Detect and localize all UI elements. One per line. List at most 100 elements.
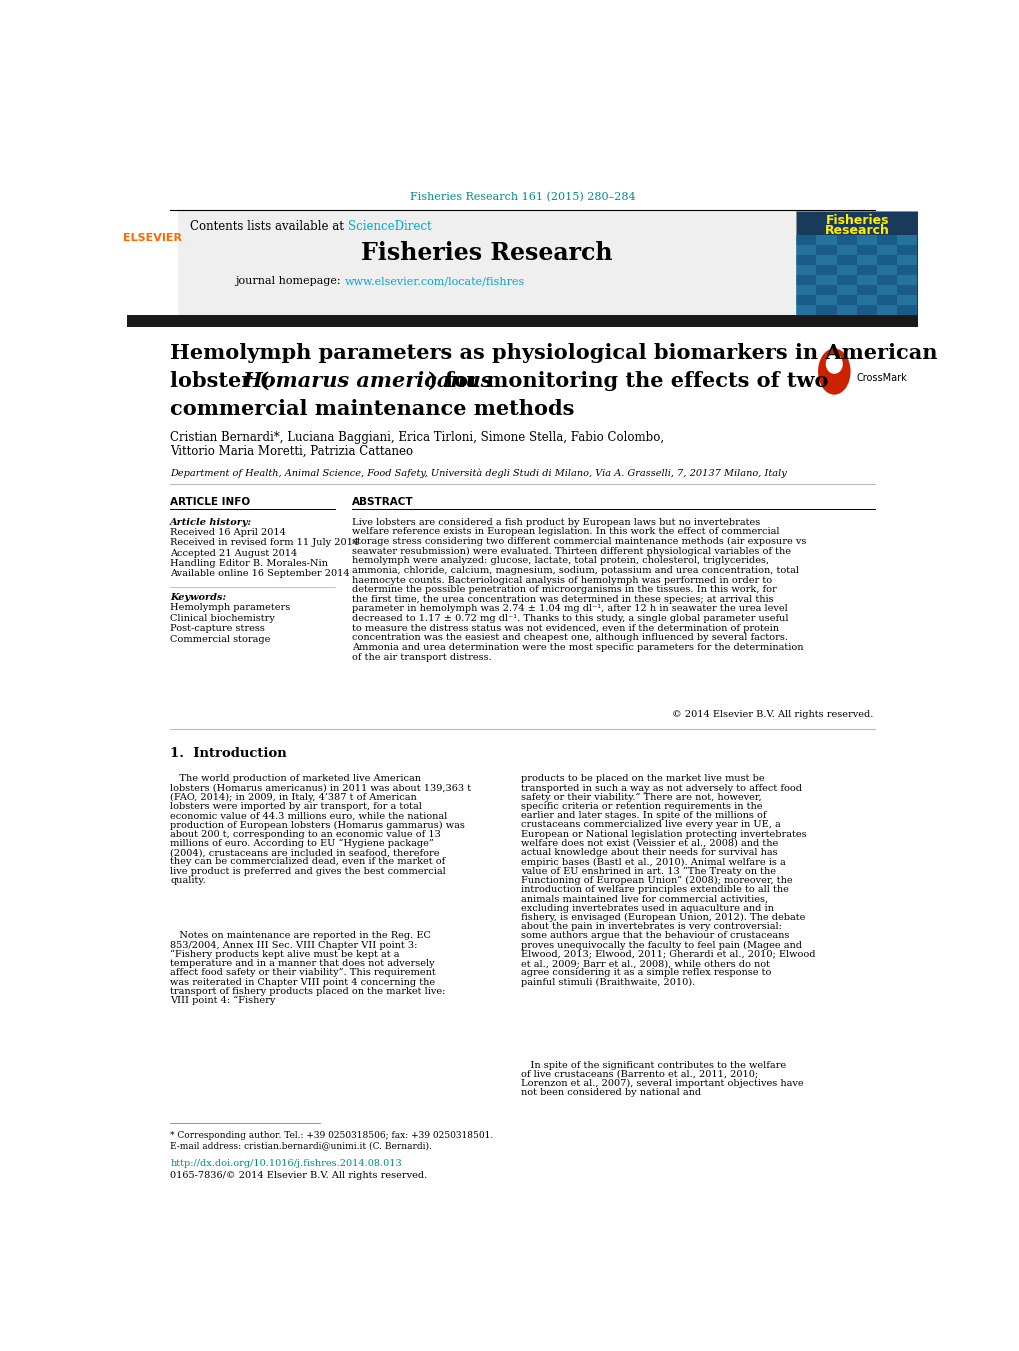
Bar — [836, 276, 856, 285]
Text: value of EU enshrined in art. 13 “The Treaty on the: value of EU enshrined in art. 13 “The Tr… — [521, 867, 775, 875]
Bar — [177, 211, 796, 315]
Text: Accepted 21 August 2014: Accepted 21 August 2014 — [170, 549, 298, 558]
Text: * Corresponding author. Tel.: +39 0250318506; fax: +39 0250318501.: * Corresponding author. Tel.: +39 025031… — [170, 1131, 493, 1140]
Text: Article history:: Article history: — [170, 517, 252, 527]
Bar — [836, 265, 856, 276]
Bar — [815, 246, 836, 255]
Bar — [876, 235, 896, 246]
Text: production of European lobsters (Homarus gammarus) was: production of European lobsters (Homarus… — [170, 820, 465, 830]
Text: temperature and in a manner that does not adversely: temperature and in a manner that does no… — [170, 959, 434, 969]
Text: seawater resubmission) were evaluated. Thirteen different physiological variable: seawater resubmission) were evaluated. T… — [352, 547, 791, 555]
Text: Keywords:: Keywords: — [170, 593, 226, 603]
Bar — [876, 276, 896, 285]
Bar — [815, 285, 836, 296]
Bar — [796, 246, 815, 255]
Text: haemocyte counts. Bacteriological analysis of hemolymph was performed in order t: haemocyte counts. Bacteriological analys… — [352, 576, 771, 585]
Text: ammonia, chloride, calcium, magnesium, sodium, potassium and urea concentration,: ammonia, chloride, calcium, magnesium, s… — [352, 566, 799, 576]
Bar — [796, 255, 815, 265]
Text: ) for monitoring the effects of two: ) for monitoring the effects of two — [428, 370, 827, 390]
Bar — [836, 305, 856, 315]
Text: 853/2004, Annex III Sec. VIII Chapter VII point 3:: 853/2004, Annex III Sec. VIII Chapter VI… — [170, 940, 417, 950]
Bar — [836, 255, 856, 265]
Bar — [815, 235, 836, 246]
Text: (FAO, 2014); in 2009, in Italy, 4’387 t of American: (FAO, 2014); in 2009, in Italy, 4’387 t … — [170, 793, 417, 802]
Text: excluding invertebrates used in aquaculture and in: excluding invertebrates used in aquacult… — [521, 904, 773, 913]
Text: lobsters were imported by air transport, for a total: lobsters were imported by air transport,… — [170, 802, 422, 811]
Text: some authors argue that the behaviour of crustaceans: some authors argue that the behaviour of… — [521, 931, 789, 940]
Text: Elwood, 2013; Elwood, 2011; Gherardi et al., 2010; Elwood: Elwood, 2013; Elwood, 2011; Gherardi et … — [521, 950, 815, 959]
Bar — [856, 235, 876, 246]
Bar — [796, 276, 815, 285]
Bar — [856, 296, 876, 305]
Text: ARTICLE INFO: ARTICLE INFO — [170, 497, 250, 508]
Text: Clinical biochemistry: Clinical biochemistry — [170, 613, 275, 623]
Text: E-mail address: cristian.bernardi@unimi.it (C. Bernardi).: E-mail address: cristian.bernardi@unimi.… — [170, 1140, 432, 1150]
Text: welfare reference exists in European legislation. In this work the effect of com: welfare reference exists in European leg… — [352, 527, 779, 536]
Text: Available online 16 September 2014: Available online 16 September 2014 — [170, 570, 350, 578]
Bar — [836, 246, 856, 255]
Text: animals maintained live for commercial activities,: animals maintained live for commercial a… — [521, 894, 767, 904]
Text: Hemolymph parameters as physiological biomarkers in American: Hemolymph parameters as physiological bi… — [170, 343, 936, 363]
Text: about 200 t, corresponding to an economic value of 13: about 200 t, corresponding to an economi… — [170, 830, 440, 839]
Text: ABSTRACT: ABSTRACT — [352, 497, 414, 508]
Text: CrossMark: CrossMark — [856, 373, 907, 382]
Text: Hemolymph parameters: Hemolymph parameters — [170, 604, 290, 612]
Bar — [896, 285, 916, 296]
Bar — [876, 296, 896, 305]
Bar — [836, 296, 856, 305]
Bar — [815, 305, 836, 315]
Bar — [796, 265, 815, 276]
Text: millions of euro. According to EU “Hygiene package”: millions of euro. According to EU “Hygie… — [170, 839, 433, 848]
Bar — [856, 246, 876, 255]
Text: commercial maintenance methods: commercial maintenance methods — [170, 399, 574, 419]
Text: Received 16 April 2014: Received 16 April 2014 — [170, 528, 285, 536]
Text: concentration was the easiest and cheapest one, although influenced by several f: concentration was the easiest and cheape… — [352, 634, 788, 642]
Text: of the air transport distress.: of the air transport distress. — [352, 653, 491, 662]
Text: about the pain in invertebrates is very controversial:: about the pain in invertebrates is very … — [521, 923, 782, 931]
Text: quality.: quality. — [170, 875, 206, 885]
Text: VIII point 4: “Fishery: VIII point 4: “Fishery — [170, 996, 275, 1005]
Text: 0165-7836/© 2014 Elsevier B.V. All rights reserved.: 0165-7836/© 2014 Elsevier B.V. All right… — [170, 1171, 427, 1179]
Text: Functioning of European Union” (2008); moreover, the: Functioning of European Union” (2008); m… — [521, 875, 792, 885]
Text: 1.  Introduction: 1. Introduction — [170, 747, 286, 761]
Bar — [856, 285, 876, 296]
Ellipse shape — [825, 354, 842, 374]
Bar — [896, 276, 916, 285]
Bar — [836, 235, 856, 246]
Text: In spite of the significant contributes to the welfare: In spite of the significant contributes … — [521, 1061, 786, 1070]
Text: The world production of marketed live American: The world production of marketed live Am… — [170, 774, 421, 784]
Text: empiric bases (Bastl et al., 2010). Animal welfare is a: empiric bases (Bastl et al., 2010). Anim… — [521, 858, 786, 866]
Text: crustaceans commercialized live every year in UE, a: crustaceans commercialized live every ye… — [521, 820, 781, 830]
Text: safety or their viability.” There are not, however,: safety or their viability.” There are no… — [521, 793, 761, 801]
Bar — [796, 285, 815, 296]
Ellipse shape — [817, 349, 850, 394]
Text: affect food safety or their viability”. This requirement: affect food safety or their viability”. … — [170, 969, 435, 977]
Bar — [876, 305, 896, 315]
Bar — [796, 305, 815, 315]
Text: Post-capture stress: Post-capture stress — [170, 624, 265, 634]
Text: painful stimuli (Braithwaite, 2010).: painful stimuli (Braithwaite, 2010). — [521, 978, 695, 986]
Text: earlier and later stages. In spite of the millions of: earlier and later stages. In spite of th… — [521, 811, 766, 820]
Text: lobster (: lobster ( — [170, 370, 269, 390]
Text: Research: Research — [824, 224, 890, 238]
Bar — [815, 255, 836, 265]
Text: not been considered by national and: not been considered by national and — [521, 1089, 701, 1097]
Text: Lorenzon et al., 2007), several important objectives have: Lorenzon et al., 2007), several importan… — [521, 1079, 803, 1089]
Bar — [896, 255, 916, 265]
Text: et al., 2009; Barr et al., 2008), while others do not: et al., 2009; Barr et al., 2008), while … — [521, 959, 769, 969]
Text: Contents lists available at: Contents lists available at — [190, 220, 347, 234]
Text: transported in such a way as not adversely to affect food: transported in such a way as not adverse… — [521, 784, 801, 793]
Text: Fisheries Research: Fisheries Research — [361, 240, 612, 265]
Bar — [127, 315, 917, 327]
Bar — [876, 265, 896, 276]
Bar — [796, 296, 815, 305]
Text: http://dx.doi.org/10.1016/j.fishres.2014.08.013: http://dx.doi.org/10.1016/j.fishres.2014… — [170, 1159, 401, 1169]
Text: Fisheries: Fisheries — [825, 215, 889, 227]
Bar — [796, 235, 815, 246]
Text: they can be commercialized dead, even if the market of: they can be commercialized dead, even if… — [170, 858, 445, 866]
Text: parameter in hemolymph was 2.74 ± 1.04 mg dl⁻¹, after 12 h in seawater the urea : parameter in hemolymph was 2.74 ± 1.04 m… — [352, 604, 788, 613]
Text: hemolymph were analyzed: glucose, lactate, total protein, cholesterol, triglycer: hemolymph were analyzed: glucose, lactat… — [352, 557, 768, 565]
Text: proves unequivocally the faculty to feel pain (Magee and: proves unequivocally the faculty to feel… — [521, 940, 801, 950]
Text: ScienceDirect: ScienceDirect — [347, 220, 431, 234]
Text: was reiterated in Chapter VIII point 4 concerning the: was reiterated in Chapter VIII point 4 c… — [170, 978, 435, 986]
